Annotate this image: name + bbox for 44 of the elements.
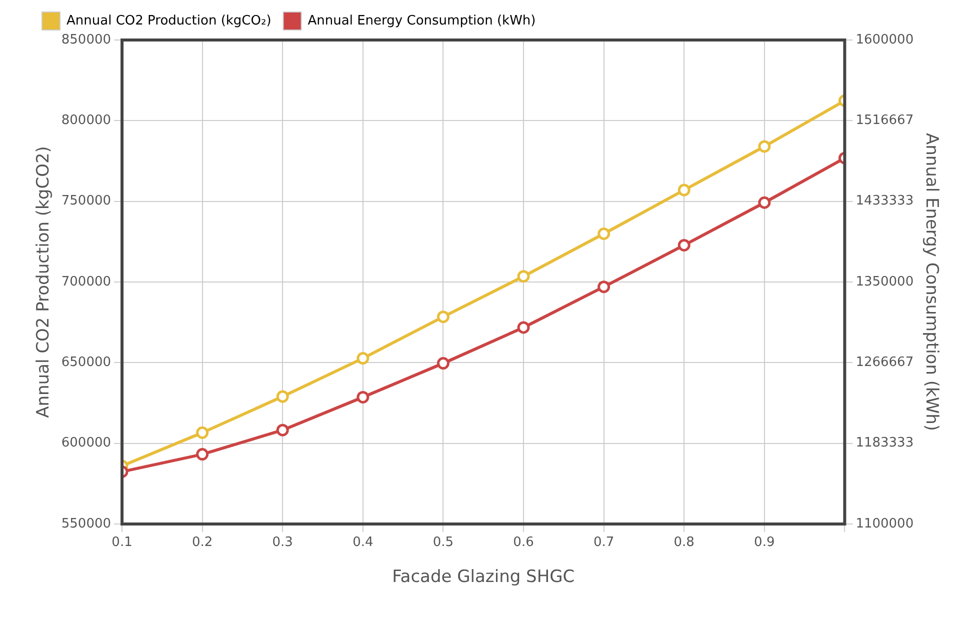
y2-tick-label: 1183333 [856,436,914,451]
x-tick-label: 0.4 [352,535,374,550]
x-tick-label: 0.9 [754,535,775,550]
y-tick-label: 800000 [61,113,112,128]
point [196,448,209,461]
y-tick-label: 550000 [61,516,112,532]
point [356,390,370,404]
point [517,270,530,283]
y2-tick-label: 1266667 [856,355,914,370]
point [678,184,690,196]
point [678,238,690,252]
y-tick-label: 650000 [61,355,112,370]
y2-tick-label: 1350000 [856,274,914,290]
point [598,280,610,294]
point [276,424,289,436]
y2-tick-label: 1600000 [856,32,914,48]
y2-axis-title: Annual Energy Consumption (kWh) [921,132,942,432]
y2-tick-label: 1516667 [856,113,914,128]
x-axis-title: Facade Glazing SHGC [392,567,575,588]
legend-label: Annual Energy Consumption (kWh) [308,13,536,28]
x-tick-label: 0.8 [674,535,694,550]
point [436,310,450,324]
y-axis-title: Annual CO2 Production (kgCO2) [34,146,54,418]
legend-label: Annual CO2 Production (kgCO₂) [66,13,272,28]
point [276,390,289,403]
point [356,352,370,365]
y2-tick-label: 1100000 [856,516,914,532]
point [758,196,771,209]
x-tick-label: 0.2 [192,535,213,550]
y-tick-label: 850000 [61,32,112,48]
point [436,357,450,370]
x-tick-label: 0.6 [513,535,534,550]
x-tick-label: 0.5 [432,535,454,550]
point [196,426,209,439]
x-tick-label: 0.1 [112,535,132,550]
x-tick-label: 0.3 [272,535,293,550]
y-tick-label: 700000 [61,274,112,290]
y-tick-label: 600000 [61,436,112,451]
point [758,140,771,153]
y-tick-label: 750000 [61,194,112,209]
y2-tick-label: 1433333 [856,194,914,209]
x-tick-label: 0.7 [593,535,614,550]
point [517,321,530,334]
point [598,228,610,240]
